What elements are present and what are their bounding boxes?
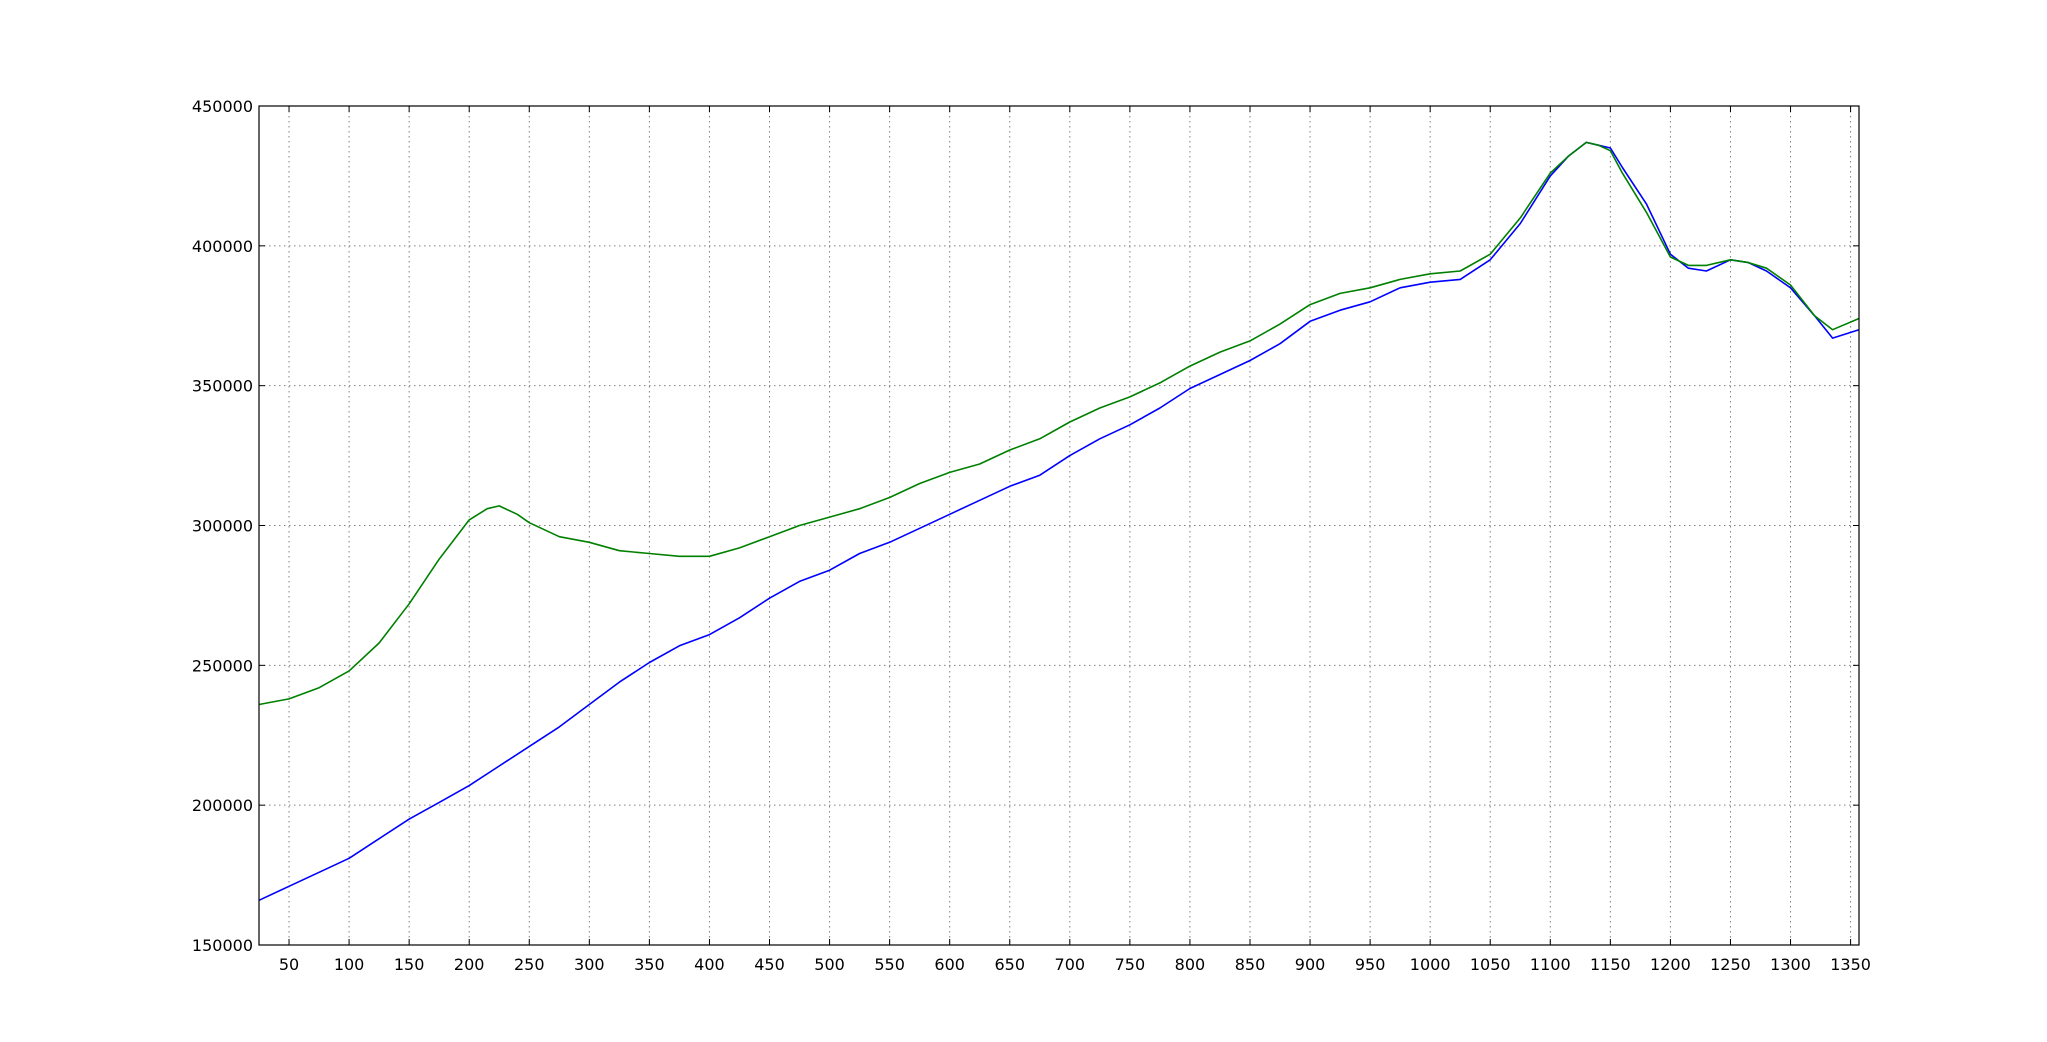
x-tick-label: 600	[934, 955, 965, 974]
series-lines	[258, 141, 1860, 902]
x-tick-label: 850	[1235, 955, 1266, 974]
x-tick-label: 550	[874, 955, 905, 974]
y-tick-label: 300000	[192, 517, 253, 536]
x-tick-label: 450	[754, 955, 785, 974]
series-line-2	[258, 141, 1860, 706]
x-tick-label: 300	[574, 955, 605, 974]
x-tick-label: 750	[1115, 955, 1146, 974]
y-tick-label: 400000	[192, 237, 253, 256]
y-tick-label: 350000	[192, 377, 253, 396]
x-tick-label: 150	[394, 955, 425, 974]
x-tick-label: 1300	[1770, 955, 1811, 974]
x-tick-label: 900	[1295, 955, 1326, 974]
x-tick-label: 1100	[1530, 955, 1571, 974]
x-tick-label: 1200	[1650, 955, 1691, 974]
x-tick-label: 1050	[1470, 955, 1511, 974]
y-tick-labels: 150000 200000 250000 300000 350000 400000 4500…	[192, 97, 253, 955]
y-tick-label: 450000	[192, 97, 253, 116]
x-tick-labels: 50 100 150 200 250 300 350 400 450 500 550 600 650 70…	[279, 955, 1871, 974]
x-tick-label: 950	[1355, 955, 1386, 974]
x-tick-label: 500	[814, 955, 845, 974]
x-tick-label: 1250	[1710, 955, 1751, 974]
x-tick-label: 250	[514, 955, 545, 974]
x-tick-label: 1150	[1590, 955, 1631, 974]
y-tick-label: 200000	[192, 796, 253, 815]
axis-ticks	[259, 105, 1859, 946]
y-tick-label: 250000	[192, 656, 253, 675]
x-tick-label: 50	[279, 955, 299, 974]
x-tick-label: 400	[694, 955, 725, 974]
x-tick-label: 200	[454, 955, 485, 974]
x-tick-label: 650	[994, 955, 1025, 974]
y-tick-label: 150000	[192, 936, 253, 955]
x-tick-label: 700	[1055, 955, 1086, 974]
x-tick-label: 1350	[1830, 955, 1871, 974]
x-tick-label: 800	[1175, 955, 1206, 974]
x-tick-label: 1000	[1410, 955, 1451, 974]
series-line-1	[258, 141, 1860, 902]
x-tick-label: 100	[334, 955, 365, 974]
x-tick-label: 350	[634, 955, 665, 974]
